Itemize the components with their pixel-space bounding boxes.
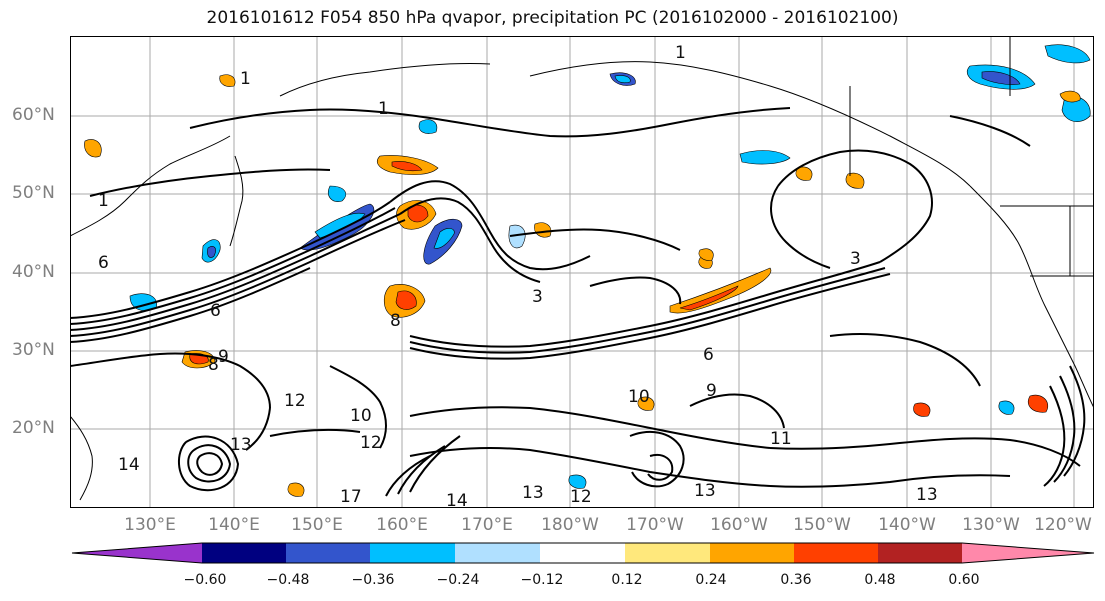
- colorbar-segment: [710, 543, 794, 563]
- contour-label: 10: [350, 406, 372, 426]
- contour-label: 12: [360, 433, 382, 453]
- colorbar-tick-label: 0.60: [948, 572, 980, 588]
- colorbar-segment: [202, 543, 286, 563]
- contour-labels: 1 1 1 1 3 3 6 6 6 8 8 9 9 10 10 11 12 12…: [98, 43, 938, 508]
- lon-label-180w: 180°W: [541, 515, 599, 535]
- colorbar-segment: [455, 543, 540, 563]
- lon-label-170e: 170°E: [461, 515, 513, 535]
- contour-label: 6: [703, 345, 714, 365]
- colorbar-tick-label: −0.60: [183, 572, 227, 588]
- contour-label: 13: [694, 481, 716, 501]
- lon-label-140w: 140°W: [878, 515, 936, 535]
- contour-label: 10: [628, 387, 650, 407]
- colorbar-segment: [370, 543, 455, 563]
- lon-label-160e: 160°E: [376, 515, 428, 535]
- colorbar-outline: [71, 542, 1095, 564]
- contour-label: 8: [208, 355, 219, 375]
- colorbar-segment: [72, 543, 202, 563]
- contour-label: 17: [340, 487, 362, 507]
- colorbar: [71, 542, 1095, 564]
- colorbar-tick-label: −0.24: [436, 572, 480, 588]
- contour-label: 9: [218, 347, 229, 367]
- contour-label: 8: [390, 311, 401, 331]
- contour-label: 14: [446, 491, 468, 508]
- colorbar-segment: [878, 543, 962, 563]
- contour-label: 3: [850, 249, 861, 269]
- map-title: 2016101612 F054 850 hPa qvapor, precipit…: [206, 8, 899, 28]
- lat-label-30n: 30°N: [12, 340, 55, 360]
- lat-label-40n: 40°N: [12, 262, 55, 282]
- colorbar-tick-label: 0.12: [611, 572, 643, 588]
- contour-label: 9: [706, 381, 717, 401]
- lon-label-150e: 150°E: [291, 515, 343, 535]
- contour-label: 1: [378, 99, 389, 119]
- lon-label-140e: 140°E: [208, 515, 260, 535]
- colorbar-segment: [794, 543, 878, 563]
- contour-label: 6: [98, 253, 109, 273]
- colorbar-tick-label: 0.48: [864, 572, 896, 588]
- lat-label-50n: 50°N: [12, 183, 55, 203]
- lat-label-20n: 20°N: [12, 418, 55, 438]
- lon-label-120w: 120°W: [1034, 515, 1092, 535]
- colorbar-segment: [540, 543, 625, 563]
- qvapor-contours: [70, 107, 1086, 497]
- contour-label: 1: [98, 191, 109, 211]
- colorbar-tick-label: 0.36: [780, 572, 812, 588]
- colorbar-tick-label: 0.24: [695, 572, 727, 588]
- lon-label-130e: 130°E: [124, 515, 176, 535]
- contour-label: 12: [284, 391, 306, 411]
- lon-label-130w: 130°W: [962, 515, 1020, 535]
- contour-label: 13: [230, 435, 252, 455]
- colorbar-segment: [962, 543, 1094, 563]
- contour-label: 1: [240, 69, 251, 89]
- contour-label: 11: [770, 429, 792, 449]
- colorbar-tick-label: −0.48: [266, 572, 310, 588]
- contour-label: 14: [118, 455, 140, 475]
- contour-label: 12: [570, 487, 592, 507]
- lon-label-170w: 170°W: [626, 515, 684, 535]
- lon-label-160w: 160°W: [710, 515, 768, 535]
- colorbar-tick-label: −0.36: [351, 572, 395, 588]
- lon-label-150w: 150°W: [793, 515, 851, 535]
- map-panel: 1 1 1 1 3 3 6 6 6 8 8 9 9 10 10 11 12 12…: [70, 36, 1094, 508]
- contour-label: 13: [522, 483, 544, 503]
- colorbar-segment: [625, 543, 710, 563]
- lat-label-60n: 60°N: [12, 105, 55, 125]
- contour-label: 3: [532, 287, 543, 307]
- contour-label: 13: [916, 485, 938, 505]
- contour-label: 6: [210, 301, 221, 321]
- colorbar-segment: [286, 543, 370, 563]
- contour-label: 1: [675, 43, 686, 63]
- colorbar-tick-label: −0.12: [520, 572, 564, 588]
- coastlines: [70, 36, 1094, 501]
